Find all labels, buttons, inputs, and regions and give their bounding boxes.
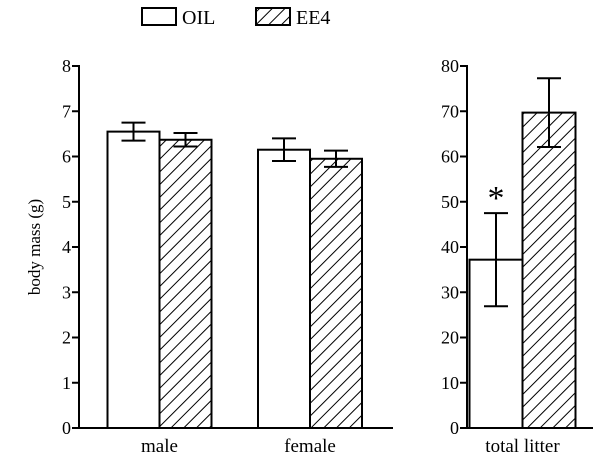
y-tick-label: 0 <box>450 418 459 438</box>
legend-label-oil: OIL <box>182 7 215 29</box>
significance-star: * <box>488 180 505 217</box>
bar-oil-male <box>106 130 161 430</box>
bar-ee4-female <box>309 157 363 429</box>
y-tick-label: 40 <box>441 237 459 257</box>
y-tick-label: 50 <box>441 192 459 212</box>
legend: OIL EE4 <box>141 7 330 29</box>
y-tick-label: 70 <box>441 101 459 121</box>
y-axis-title: body mass (g) <box>25 199 44 295</box>
y-tick-label: 8 <box>62 56 71 76</box>
y-tick-label: 10 <box>441 373 459 393</box>
y-tick-label: 0 <box>62 418 71 438</box>
y-tick-label: 6 <box>62 147 71 167</box>
legend-swatch-oil <box>141 7 177 26</box>
x-category-label: male <box>141 436 178 457</box>
y-tick-label: 3 <box>62 282 71 302</box>
y-tick-label: 80 <box>441 56 459 76</box>
y-tick-label: 20 <box>441 328 459 348</box>
y-tick-label: 5 <box>62 192 71 212</box>
panel-total-litter: 0 10 20 30 40 50 60 70 80 total litter * <box>441 56 593 457</box>
bar-oil-female <box>257 148 311 429</box>
x-category-label: female <box>284 436 336 457</box>
panel-body-mass: 0 1 2 3 4 5 6 7 8 male female <box>62 56 393 457</box>
bar-ee4-male <box>158 138 213 429</box>
legend-label-ee4: EE4 <box>296 7 330 29</box>
y-tick-label: 7 <box>62 101 71 121</box>
y-tick-label: 30 <box>441 282 459 302</box>
y-tick-label: 4 <box>62 237 71 257</box>
y-tick-label: 2 <box>62 328 71 348</box>
legend-swatch-ee4 <box>255 7 291 26</box>
x-category-label: total litter <box>485 436 560 457</box>
y-tick-label: 1 <box>62 373 71 393</box>
bar-ee4-total-litter <box>521 111 577 429</box>
y-tick-label: 60 <box>441 147 459 167</box>
